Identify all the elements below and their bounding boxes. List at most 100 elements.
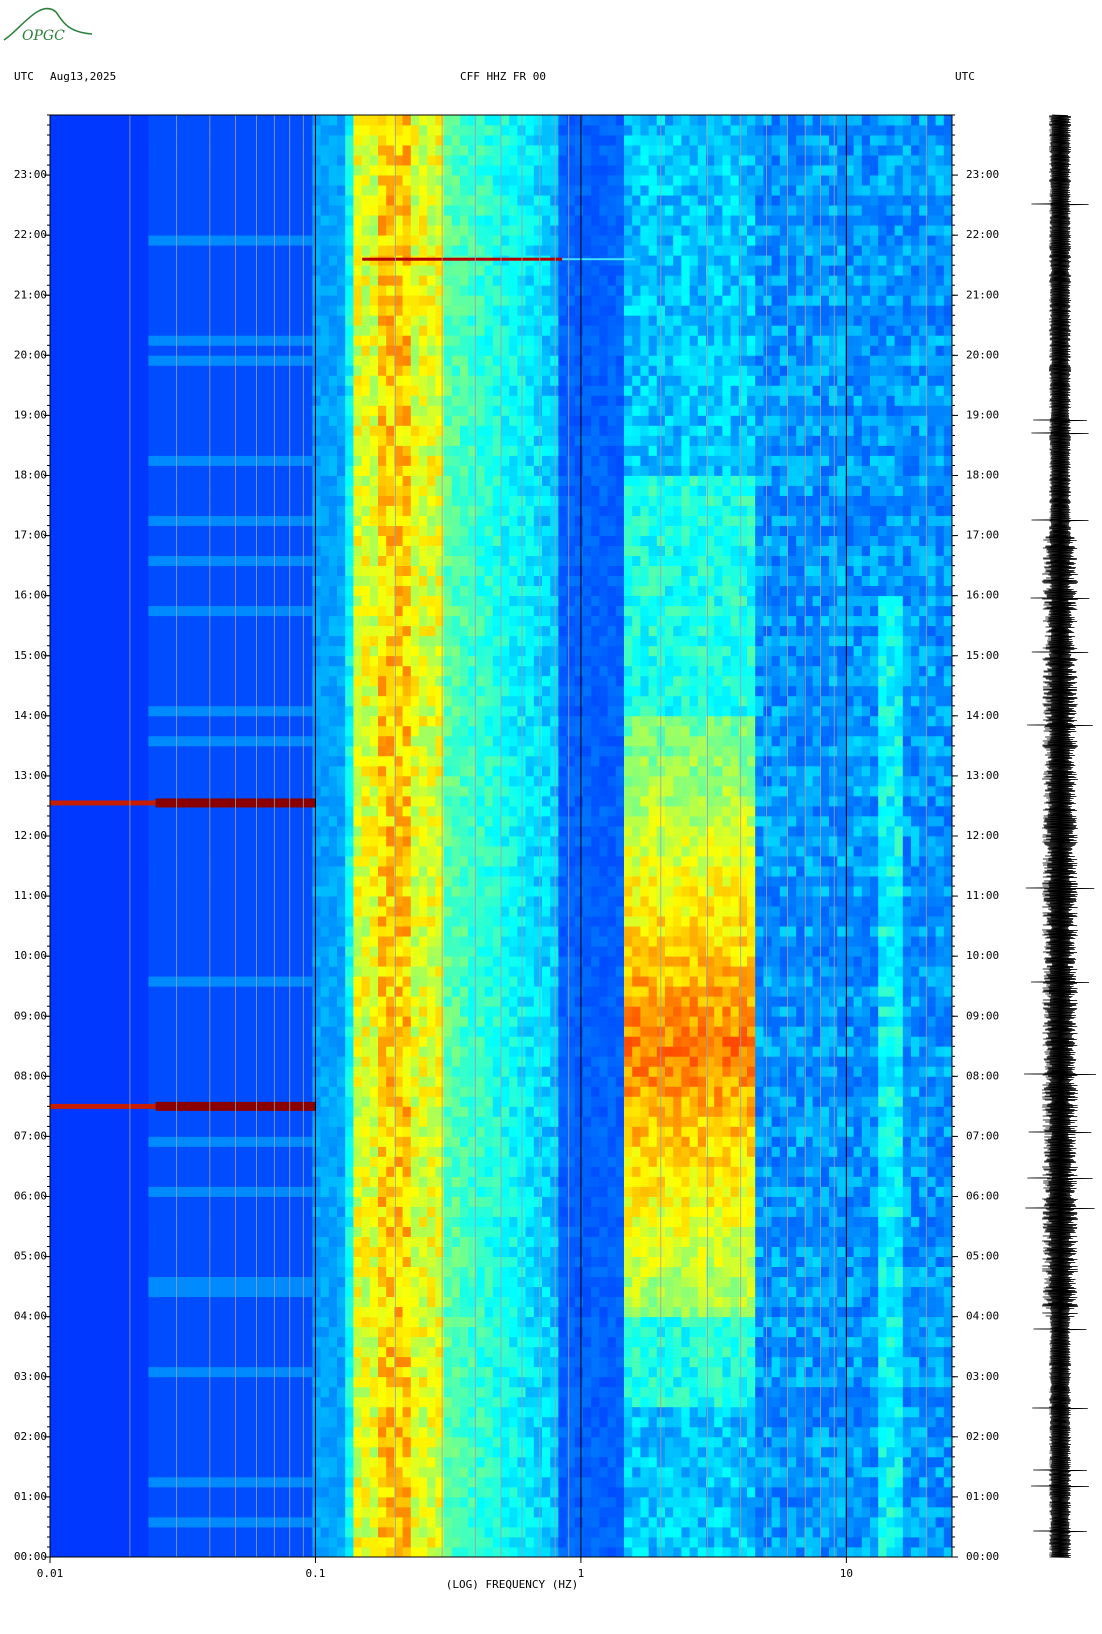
spectrogram-cell bbox=[263, 1156, 272, 1167]
spectrogram-cell bbox=[451, 1326, 461, 1338]
spectrogram-cell bbox=[304, 1216, 313, 1227]
spectrogram-cell bbox=[353, 1146, 362, 1157]
spectrogram-cell bbox=[886, 1126, 895, 1137]
spectrogram-cell bbox=[591, 1376, 600, 1388]
spectrogram-cell bbox=[525, 1226, 535, 1237]
spectrogram-cell bbox=[222, 1416, 231, 1428]
spectrogram-cell bbox=[427, 1156, 436, 1167]
spectrogram-cell bbox=[156, 1236, 166, 1247]
spectrogram-cell bbox=[878, 1316, 887, 1328]
spectrogram-cell bbox=[99, 1436, 108, 1448]
spectrogram-cell bbox=[279, 1436, 289, 1448]
spectrogram-cell bbox=[820, 1426, 830, 1438]
spectrogram-cell bbox=[779, 1356, 789, 1368]
spectrogram-cell bbox=[361, 1406, 371, 1418]
spectrogram-cell bbox=[140, 1366, 149, 1378]
spectrogram-cell bbox=[763, 1346, 772, 1358]
spectrogram-cell bbox=[451, 1246, 461, 1257]
spectrogram-cell bbox=[615, 1466, 625, 1478]
spectrogram-cell bbox=[853, 1286, 863, 1298]
spectrogram-cell bbox=[919, 1426, 928, 1438]
spectrogram-cell bbox=[542, 1426, 551, 1438]
spectrogram-cell bbox=[607, 1526, 617, 1538]
spectrogram-cell bbox=[730, 1476, 740, 1488]
spectrogram-cell bbox=[935, 1316, 945, 1328]
spectrogram-cell bbox=[861, 1506, 871, 1518]
spectrogram-cell bbox=[386, 1246, 395, 1257]
spectrogram-cell bbox=[115, 1356, 125, 1368]
spectrogram-cell bbox=[402, 1486, 412, 1498]
spectrogram-cell bbox=[566, 1536, 576, 1548]
spectrogram-cell bbox=[230, 1096, 239, 1107]
spectrogram-cell bbox=[115, 1456, 125, 1468]
spectrogram-cell bbox=[123, 1236, 133, 1247]
spectrogram-cell bbox=[673, 1386, 682, 1398]
spectrogram-cell bbox=[673, 1276, 682, 1288]
spectrogram-cell bbox=[853, 1496, 863, 1508]
spectrogram-cell bbox=[730, 1156, 740, 1167]
spectrogram-cell bbox=[263, 1306, 272, 1318]
spectrogram-cell bbox=[935, 1386, 945, 1398]
spectrogram-cell bbox=[755, 1246, 764, 1257]
spectrogram-cell bbox=[771, 1346, 781, 1358]
spectrogram-cell bbox=[640, 1106, 649, 1117]
spectrogram-cell bbox=[574, 1366, 584, 1378]
spectrogram-cell bbox=[107, 1536, 116, 1548]
spectrogram-cell bbox=[197, 1466, 207, 1478]
spectrogram-cell bbox=[82, 1146, 92, 1157]
spectrogram-cell bbox=[533, 1546, 543, 1558]
spectrogram-cell bbox=[730, 1446, 740, 1458]
spectrogram-cell bbox=[796, 1546, 805, 1558]
spectrogram-cell bbox=[410, 1116, 420, 1127]
spectrogram-cell bbox=[238, 1096, 248, 1107]
spectrogram-cell bbox=[435, 1146, 444, 1157]
spectrogram-cell bbox=[943, 1296, 953, 1308]
spectrogram-cell bbox=[615, 1116, 625, 1127]
spectrogram-cell bbox=[509, 1146, 518, 1157]
spectrogram-cell bbox=[214, 1346, 223, 1358]
spectrogram-cell bbox=[460, 1126, 469, 1137]
spectrogram-cell bbox=[394, 1196, 403, 1207]
spectrogram-cell bbox=[435, 1276, 444, 1288]
spectrogram-cell bbox=[246, 1136, 256, 1147]
spectrogram-cell bbox=[870, 1326, 879, 1338]
spectrogram-cell bbox=[820, 1536, 830, 1548]
spectrogram-cell bbox=[804, 1326, 813, 1338]
spectrogram-cell bbox=[230, 1416, 239, 1428]
spectrogram-cell bbox=[435, 1466, 444, 1478]
spectrogram-cell bbox=[665, 1506, 674, 1518]
spectrogram-cell bbox=[730, 1146, 740, 1157]
spectrogram-cell bbox=[74, 1126, 84, 1137]
spectrogram-cell bbox=[681, 1406, 690, 1418]
spectrogram-cell bbox=[271, 1456, 280, 1468]
spectrogram-cell bbox=[164, 1146, 174, 1157]
spectrogram-cell bbox=[640, 1306, 649, 1318]
spectrogram-cell bbox=[181, 1516, 190, 1528]
spectrogram-cell bbox=[189, 1116, 198, 1127]
spectrogram-cell bbox=[501, 1126, 510, 1137]
spectrogram-cell bbox=[460, 1466, 469, 1478]
spectrogram-cell bbox=[697, 1496, 707, 1508]
spectrogram-cell bbox=[66, 1536, 75, 1548]
spectrogram-cell bbox=[238, 1396, 248, 1408]
spectrogram-cell bbox=[107, 1316, 116, 1328]
spectrogram-cell bbox=[501, 1356, 510, 1368]
spectrogram-cell bbox=[599, 1276, 608, 1288]
spectrogram-cell bbox=[566, 1326, 576, 1338]
spectrogram-cell bbox=[320, 1266, 330, 1278]
spectrogram-cell bbox=[837, 1246, 846, 1257]
spectrogram-cell bbox=[148, 1386, 157, 1398]
spectrogram-cell bbox=[189, 1306, 198, 1318]
spectrogram-cell bbox=[632, 1386, 641, 1398]
spectrogram-cell bbox=[222, 1546, 231, 1558]
spectrogram-cell bbox=[427, 1166, 436, 1177]
spectrogram-cell bbox=[919, 1206, 928, 1217]
spectrogram-cell bbox=[673, 1326, 682, 1338]
spectrogram-cell bbox=[369, 1426, 379, 1438]
spectrogram-cell bbox=[435, 1396, 444, 1408]
spectrogram-cell bbox=[796, 1496, 805, 1508]
spectrogram-cell bbox=[492, 1296, 502, 1308]
spectrogram-cell bbox=[140, 1306, 149, 1318]
spectrogram-cell bbox=[566, 1366, 576, 1378]
spectrogram-cell bbox=[123, 1376, 133, 1388]
